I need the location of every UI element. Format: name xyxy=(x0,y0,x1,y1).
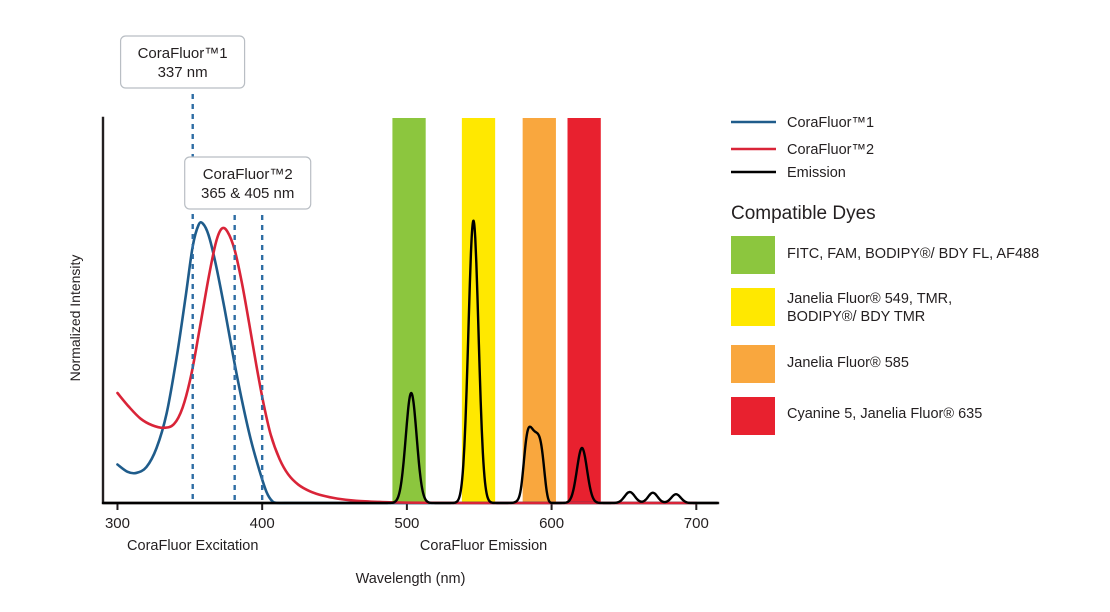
x-region-caption-1: CoraFluor Excitation xyxy=(127,538,258,554)
legend-label-2: CoraFluor™2 xyxy=(787,142,874,158)
corafluor2-callout-box xyxy=(184,156,312,210)
corafluor2-callout-line2: 365 & 405 nm xyxy=(201,185,294,202)
x-axis-title: Wavelength (nm) xyxy=(356,571,466,587)
x-tick-label: 300 xyxy=(105,515,130,532)
corafluor1-callout-line1: CoraFluor™1 xyxy=(138,45,228,62)
x-tick-label: 500 xyxy=(394,515,419,532)
y-axis-title: Normalized Intensity xyxy=(67,255,83,382)
dye-label-1: FITC, FAM, BODIPY®/ BDY FL, AF488 xyxy=(787,246,1039,262)
emission-band-layer xyxy=(392,118,601,503)
callout-layer: CoraFluor™1 337 nm CoraFluor™2 365 & 405 nm xyxy=(119,35,312,210)
dye-label-2: BODIPY®/ BDY TMR xyxy=(787,309,925,325)
x-tick-label: 700 xyxy=(684,515,709,532)
dye-swatch-2 xyxy=(731,288,775,326)
dye-label-3: Janelia Fluor® 585 xyxy=(787,355,909,371)
dye-label-2: Janelia Fluor® 549, TMR, xyxy=(787,291,952,307)
axis-label-layer: CoraFluor Excitation CoraFluor Emission Wa… xyxy=(67,255,547,587)
spectra-curves-layer xyxy=(101,219,719,505)
green-band xyxy=(392,118,426,503)
corafluor2-callout-line1: CoraFluor™2 xyxy=(203,166,293,183)
corafluor2-callout: CoraFluor™2 365 & 405 nm xyxy=(184,156,312,210)
corafluor1-callout-box xyxy=(119,35,246,89)
legend-label-1: CoraFluor™1 xyxy=(787,115,874,131)
orange-band xyxy=(522,118,556,503)
excitation-curve-2 xyxy=(116,226,698,505)
red-band xyxy=(567,118,601,503)
dye-swatch-3 xyxy=(731,345,775,383)
x-region-caption-2: CoraFluor Emission xyxy=(420,538,547,554)
legend-label-3: Emission xyxy=(787,165,846,181)
dye-swatch-4 xyxy=(731,397,775,435)
x-tick-label: 600 xyxy=(539,515,564,532)
corafluor1-callout-line2: 337 nm xyxy=(158,64,208,81)
corafluor1-callout: CoraFluor™1 337 nm xyxy=(119,35,246,89)
x-tick-label: 400 xyxy=(250,515,275,532)
dye-swatch-1 xyxy=(731,236,775,274)
dye-label-4: Cyanine 5, Janelia Fluor® 635 xyxy=(787,406,982,422)
excitation-marker-layer xyxy=(191,94,264,503)
series-legend: CoraFluor™1 CoraFluor™2 Emission xyxy=(731,115,874,181)
emission-curve xyxy=(101,219,719,505)
compatible-dyes-heading: Compatible Dyes xyxy=(731,203,876,224)
compatible-dyes-panel: Compatible Dyes FITC, FAM, BODIPY®/ BDY F… xyxy=(731,203,1039,435)
